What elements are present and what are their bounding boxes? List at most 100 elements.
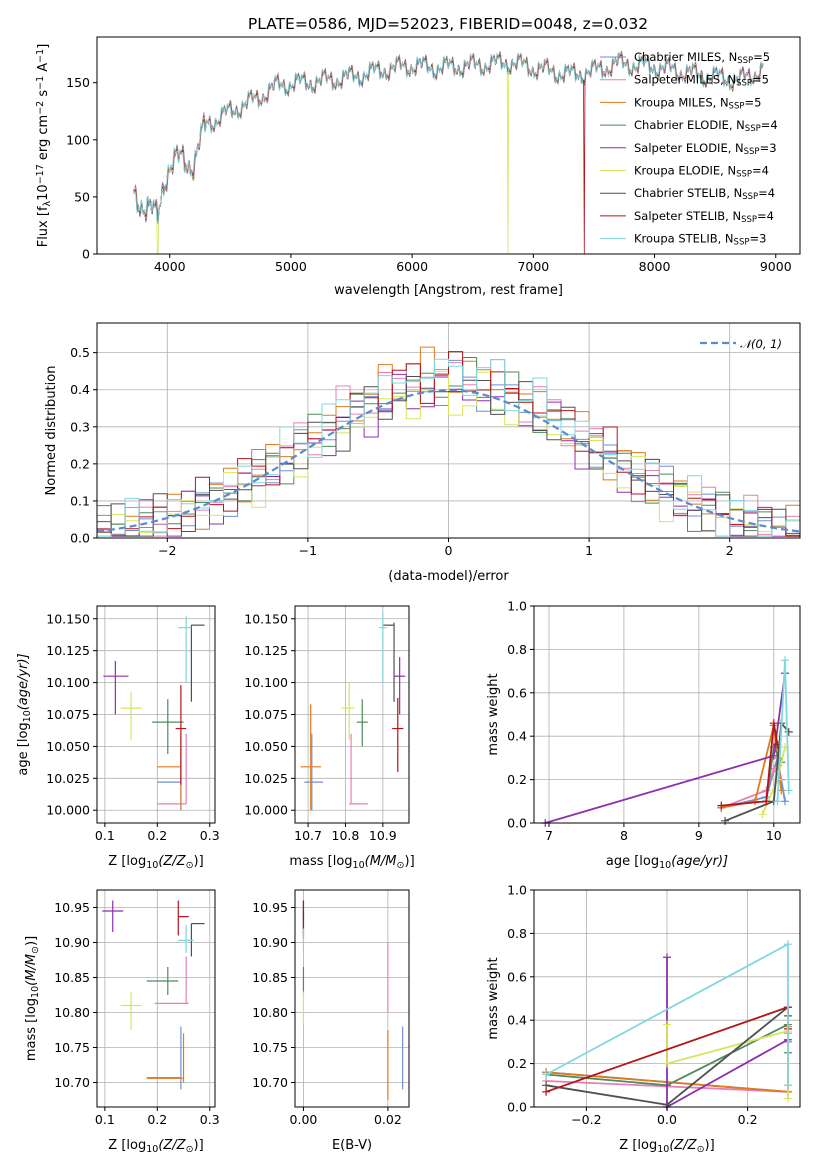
gridlines <box>295 890 409 1107</box>
y-tick-label: 10.70 <box>252 1075 288 1090</box>
legend-n: =5 <box>752 73 769 87</box>
legend-entry: Salpeter ELODIE, NSSP=3 <box>634 141 777 157</box>
y-tick-label: 10.050 <box>244 739 288 754</box>
x-tick-label: 0 <box>445 543 453 558</box>
normal-curve <box>96 388 801 533</box>
y-tick-label: 0.0 <box>70 531 90 546</box>
x-axis-label-part: (Z/Z <box>669 1138 697 1153</box>
y-tick-label: 10.150 <box>244 611 288 626</box>
weight-marker <box>784 786 793 795</box>
x-axis-label-part: mass [log <box>289 854 352 869</box>
y-tick-label: 10.025 <box>244 771 288 786</box>
y-axis-label: Normed distribution <box>44 366 59 496</box>
y-tick-label: 10.85 <box>252 970 288 985</box>
x-axis-label: mass [log10(M/M⊙)] <box>289 854 414 871</box>
legend-label: Salpeter ELODIE, N <box>634 141 744 155</box>
x-tick-label: 5000 <box>275 259 307 274</box>
weight-marker <box>781 656 790 665</box>
y-axis-label-part: 10 <box>30 986 41 998</box>
x-axis-label-part: )] <box>194 854 204 869</box>
legend-entry: Kroupa MILES, NSSP=5 <box>634 95 761 111</box>
axes-frame <box>96 889 216 1108</box>
x-tick-label: 0.1 <box>95 1112 115 1127</box>
x-axis-label-part: Z [log <box>108 1138 146 1153</box>
y-tick-label: 10.075 <box>46 707 90 722</box>
legend-sub: SSP <box>745 124 761 134</box>
x-axis-label: E(B-V) <box>332 1138 372 1153</box>
y-axis-label-part: Flux [f <box>36 206 51 247</box>
y-axis-label-part: mass [log <box>24 998 39 1061</box>
weight-marker <box>783 1081 792 1090</box>
x-axis-label-part: Z [log <box>619 1138 657 1153</box>
y-axis-label-part: ⊙ <box>30 946 41 954</box>
weight-marker <box>758 810 767 819</box>
x-tick-label: 7 <box>545 828 553 843</box>
weight-marker <box>784 727 793 736</box>
y-axis-label-part: −1 <box>35 76 46 90</box>
legend-sub: SSP <box>742 192 758 202</box>
x-axis-label-part: )] <box>194 1138 204 1153</box>
weight-marker <box>663 953 671 962</box>
gridlines <box>97 606 215 823</box>
gridlines <box>534 605 800 824</box>
y-tick-label: 10.000 <box>244 803 288 818</box>
y-tick-label: 10.025 <box>46 771 90 786</box>
legend-sub: SSP <box>736 79 752 89</box>
legend-label: Kroupa STELIB, N <box>634 232 734 246</box>
y-axis-label-part: A <box>36 63 51 76</box>
y-tick-label: 150 <box>66 75 90 90</box>
y-tick-label: 0.6 <box>507 969 527 984</box>
y-tick-label: 10.75 <box>252 1040 288 1055</box>
legend-n: =4 <box>757 209 774 223</box>
x-axis-label-part: 10 <box>353 860 365 871</box>
x-tick-label: 7000 <box>517 259 549 274</box>
y-axis-label-part: ] <box>36 44 51 49</box>
weight-line <box>666 957 789 1109</box>
x-axis-label-part: (M/M <box>365 854 397 869</box>
x-axis-label-part: 10 <box>146 860 158 871</box>
x-axis-label-part: (age/yr)] <box>671 854 728 869</box>
weight-line <box>724 721 790 822</box>
legend-entry: Chabrier ELODIE, NSSP=4 <box>634 118 778 134</box>
y-axis-label: Flux [fλ10−17 erg cm−2 s−1 A−1] <box>35 44 53 248</box>
x-tick-label: 0.02 <box>374 1112 402 1127</box>
weight-marker <box>773 775 782 784</box>
y-tick-label: 10.95 <box>54 900 90 915</box>
y-tick-label: 10.80 <box>54 1005 90 1020</box>
legend-entry: Salpeter MILES, NSSP=5 <box>634 73 769 89</box>
x-tick-label: −0.2 <box>571 1112 601 1127</box>
weight-marker <box>773 797 782 806</box>
y-tick-label: 10.80 <box>252 1005 288 1020</box>
y-tick-label: 10.90 <box>54 935 90 950</box>
x-axis-label: (data-model)/error <box>388 569 509 584</box>
x-tick-label: 9 <box>695 828 703 843</box>
spectrum-panel: 4000 5000 6000 7000 8000 9000 0 50 100 150 Chabrie… <box>35 36 801 298</box>
mass-vs-ebv-panel: 0.00 0.02 10.70 10.75 10.80 10.85 10.90 10.95 E(… <box>252 889 410 1153</box>
x-tick-label: 6000 <box>396 259 428 274</box>
y-tick-label: 10.000 <box>46 803 90 818</box>
legend-label: Salpeter STELIB, N <box>634 209 741 223</box>
x-axis-label: wavelength [Angstrom, rest frame] <box>334 283 563 298</box>
legend-n: =4 <box>758 186 775 200</box>
y-axis-label-part: 10 <box>36 184 51 201</box>
y-tick-label: 10.075 <box>244 707 288 722</box>
legend-sub: SSP <box>729 102 745 112</box>
x-axis-label-part: ⊙ <box>397 860 405 871</box>
x-axis-label-part: age [log <box>606 854 659 869</box>
y-tick-label: 0.2 <box>507 1056 527 1071</box>
weight-marker <box>721 816 730 825</box>
y-tick-label: 10.150 <box>46 611 90 626</box>
histogram-step <box>97 370 800 537</box>
x-axis-label-part: ⊙ <box>697 1144 705 1155</box>
x-axis-label-part: ⊙ <box>186 1144 194 1155</box>
age-vs-mass-panel: 10.7 10.8 10.9 10.000 10.025 10.050 10.075 10.1… <box>244 605 415 871</box>
weight-marker <box>783 1094 792 1103</box>
figure-title: PLATE=0586, MJD=52023, FIBERID=0048, z=0… <box>248 15 648 33</box>
y-tick-label: 0.5 <box>70 345 90 360</box>
x-tick-label: 4000 <box>154 259 186 274</box>
weight-marker <box>663 1059 671 1068</box>
x-axis-label-part: )] <box>705 1138 715 1153</box>
x-tick-label: 0.1 <box>95 828 115 843</box>
y-tick-label: 10.050 <box>46 739 90 754</box>
x-tick-label: 8000 <box>639 259 671 274</box>
